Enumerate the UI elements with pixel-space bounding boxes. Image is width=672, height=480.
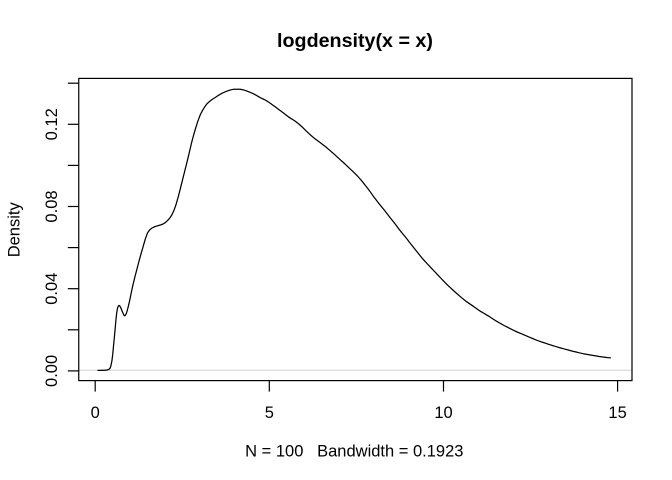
svg-text:0.12: 0.12 bbox=[43, 108, 61, 140]
svg-text:0.00: 0.00 bbox=[43, 355, 61, 387]
svg-text:logdensity(x = x): logdensity(x = x) bbox=[277, 30, 433, 52]
svg-text:5: 5 bbox=[265, 404, 274, 422]
svg-text:15: 15 bbox=[608, 404, 626, 422]
svg-text:Density: Density bbox=[5, 202, 23, 258]
svg-text:0.04: 0.04 bbox=[43, 273, 61, 305]
svg-text:10: 10 bbox=[434, 404, 452, 422]
svg-text:0.08: 0.08 bbox=[43, 190, 61, 222]
svg-text:N = 100 Bandwidth = 0.1923: N = 100 Bandwidth = 0.1923 bbox=[245, 443, 463, 461]
svg-text:0: 0 bbox=[91, 404, 100, 422]
